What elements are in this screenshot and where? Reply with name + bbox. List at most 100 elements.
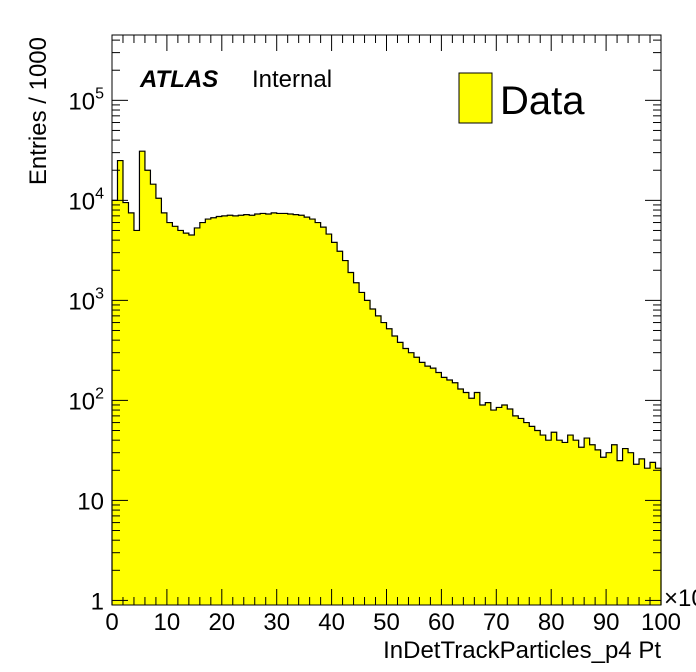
histogram-bin (556, 440, 563, 605)
histogram-bin (359, 292, 366, 605)
x-tick-label: 60 (428, 609, 455, 636)
histogram-bin (606, 452, 613, 605)
histogram-bin (254, 214, 261, 606)
histogram-bin (490, 410, 497, 605)
y-tick-label: 104 (68, 185, 104, 215)
histogram-bin (348, 272, 355, 605)
histogram-bin (518, 418, 525, 605)
histogram-bin (144, 170, 152, 606)
histogram-bin (408, 352, 415, 605)
histogram-bin (381, 322, 388, 605)
x-tick-label: 0 (105, 609, 118, 636)
legend-label: Data (500, 79, 585, 123)
histogram-bin (534, 430, 541, 605)
histogram-bin (177, 230, 184, 605)
histogram-bin (342, 260, 349, 605)
histogram-bin (430, 368, 437, 605)
histogram-bin (463, 392, 470, 605)
histogram-bin (435, 372, 442, 605)
histogram-bin (655, 468, 662, 605)
histogram-bin (331, 242, 338, 605)
histogram-bin (128, 212, 135, 605)
histogram-bin (584, 438, 591, 605)
histogram-bin (199, 222, 206, 605)
histogram-bin (595, 449, 602, 605)
histogram-bin (397, 342, 404, 605)
histogram-bin (622, 448, 629, 605)
histogram-bin (644, 468, 651, 605)
histogram-bin (227, 215, 234, 606)
histogram-bin (337, 251, 344, 605)
histogram-bin (112, 200, 119, 605)
histogram-bin (529, 426, 536, 605)
histogram-bin (249, 215, 256, 606)
histogram-bin (402, 348, 410, 605)
histogram-bin (386, 328, 393, 605)
x-tick-labels: 0 10 20 30 40 50 60 70 80 90 100 (105, 609, 681, 636)
legend-swatch (458, 72, 493, 124)
y-axis-title: Entries / 1000 (25, 37, 52, 185)
histogram-bin (413, 357, 421, 605)
histogram-bin (188, 235, 195, 606)
histogram-bin (139, 151, 146, 605)
histogram-bin (512, 415, 519, 605)
x-axis-title: InDetTrackParticles_p4 Pt (383, 637, 661, 664)
histogram-bin (540, 435, 547, 605)
histogram-bin (474, 392, 481, 605)
x-tick-label: 40 (318, 609, 345, 636)
x-tick-label: 100 (641, 609, 681, 636)
histogram-bin (419, 362, 426, 605)
histogram-bin (133, 230, 141, 605)
histogram-bin (304, 217, 311, 605)
histogram-bin (441, 377, 448, 605)
histogram-bin (282, 213, 289, 605)
histogram-bin (155, 198, 163, 605)
histogram-bin (545, 440, 552, 605)
histogram-bin (468, 398, 475, 605)
histogram-bin (320, 227, 327, 606)
y-tick-label: 1 (91, 588, 104, 615)
plot-frame (111, 34, 662, 606)
histogram-bin (298, 215, 305, 606)
atlas-label: ATLAS (139, 66, 218, 93)
x-tick-label: 10 (154, 609, 181, 636)
histogram-outline (111, 150, 662, 605)
histogram-bin (221, 215, 228, 606)
histogram-bin (573, 440, 580, 605)
histogram-bin (287, 214, 294, 606)
x-tick-label: 30 (263, 609, 290, 636)
internal-label: Internal (252, 66, 332, 93)
y-tick-labels: 1 10 102 103 104 105 (68, 85, 104, 615)
x-tick-label: 70 (483, 609, 510, 636)
histogram-bin (183, 233, 190, 605)
histogram-bin (578, 447, 585, 605)
histogram-bin (628, 452, 635, 605)
histogram-bin (562, 442, 569, 605)
histogram-bin (364, 300, 371, 605)
histogram-bin (238, 215, 245, 606)
histogram-bin (633, 464, 640, 605)
histogram-bin (496, 407, 503, 605)
histogram-bin (650, 462, 657, 605)
histogram-bin (260, 213, 267, 605)
histogram-bin (567, 435, 574, 605)
histogram-bin (161, 212, 168, 605)
histogram-bin (639, 458, 646, 605)
histogram-bin (375, 315, 382, 605)
histogram-bin (479, 404, 486, 605)
histogram-bin (611, 444, 618, 605)
histogram-bin (172, 226, 179, 605)
histogram-bin (276, 213, 283, 605)
y-tick-label: 102 (68, 385, 104, 415)
histogram-bin (501, 404, 508, 605)
histogram-bin (315, 222, 322, 605)
histogram-bin (551, 432, 558, 605)
histogram-bin (424, 366, 432, 605)
histogram-bin (617, 460, 624, 605)
histogram-bin (370, 308, 377, 605)
histogram-bin (326, 234, 333, 606)
histogram-bin (523, 422, 530, 605)
histogram-bin (232, 215, 239, 606)
x-multiplier-label: ×10³ (664, 585, 696, 612)
